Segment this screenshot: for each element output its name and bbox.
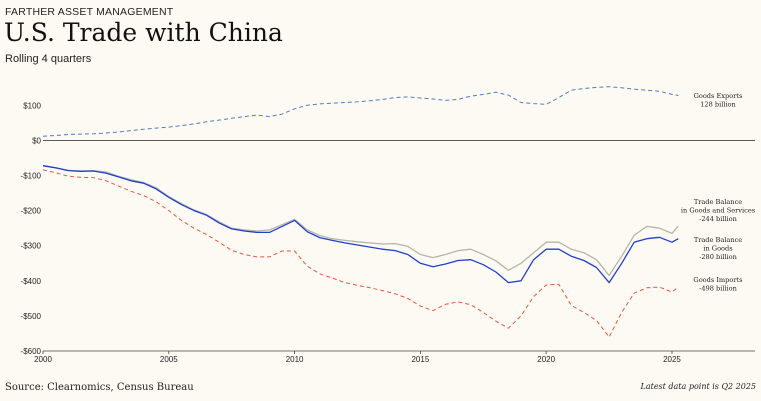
- trade-balance-in-goods-label: Trade Balance in Goods -280 billion: [694, 236, 742, 261]
- goods-imports-line: [42, 169, 679, 338]
- y-tick-label: $100: [23, 101, 41, 110]
- goods-imports-label: Goods Imports -498 billion: [693, 276, 743, 292]
- goods-exports-line: [42, 86, 679, 137]
- trade-balance-in-goods-and-services-label: Trade Balance in Goods and Services -244 b…: [681, 198, 756, 223]
- latest-data-note: Latest data point is Q2 2025: [640, 382, 756, 391]
- trade-balance-in-goods-line: [42, 165, 679, 284]
- axes-layer: $100 $0 -$100 -$200 -$300 -$400 -$500 -$6002000…: [21, 101, 755, 364]
- y-tick-label: -$300: [21, 242, 42, 251]
- x-tick-label: 2025: [663, 355, 681, 364]
- x-tick-label: 2000: [34, 355, 52, 364]
- brand-name: FARTHER ASSET MANAGEMENT: [5, 6, 174, 18]
- y-tick-label: -$500: [21, 312, 42, 321]
- goods-exports-label: Goods Exports 128 billion: [694, 92, 743, 108]
- x-tick-label: 2010: [286, 355, 304, 364]
- y-tick-label: -$200: [21, 207, 42, 216]
- x-tick-label: 2020: [537, 355, 555, 364]
- y-tick-label: -$400: [21, 277, 42, 286]
- x-tick-label: 2015: [411, 355, 429, 364]
- x-tick-label: 2005: [160, 355, 178, 364]
- y-tick-label: $0: [32, 136, 41, 145]
- trade-balance-in-goods-and-services-line: [42, 165, 679, 277]
- y-tick-label: -$600: [21, 347, 42, 356]
- y-tick-label: -$100: [21, 172, 42, 181]
- source-note: Source: Clearnomics, Census Bureau: [5, 382, 194, 393]
- page-subtitle: Rolling 4 quarters: [5, 53, 92, 65]
- page-title: U.S. Trade with China: [4, 18, 283, 47]
- series-layer: [42, 86, 679, 338]
- label-layer: Goods Exports 128 billion Trade Balance in …: [681, 92, 756, 292]
